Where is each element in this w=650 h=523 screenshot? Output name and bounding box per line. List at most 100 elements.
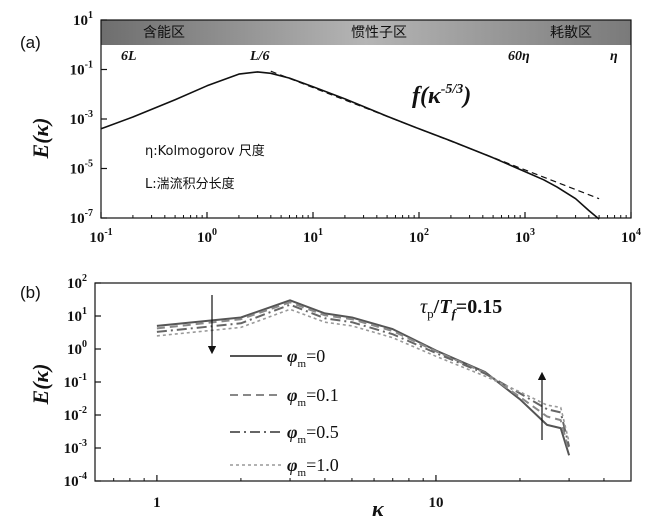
scale-mark-L6: L/6: [249, 49, 269, 64]
xtick-label-b-1: 10: [428, 495, 443, 511]
panel-a-label: (a): [20, 33, 41, 52]
band-label-energy: 含能区: [143, 25, 185, 41]
legend-label-1: φm=0.1: [287, 385, 339, 409]
slope-label-main: f(κ: [412, 83, 442, 109]
ytick-label-a-3: 10-1: [70, 60, 93, 79]
ytick-exp-b-4: 0: [82, 339, 87, 350]
ytick-base-b-2: 10: [64, 408, 79, 424]
ylabel-b-close: ): [28, 364, 53, 373]
legend-value-2: =0.5: [306, 422, 339, 442]
ytick-base-a-3: 10: [70, 63, 85, 79]
panel-a: (a) 含能区 惯性子区 耗散区 6L L/6 60η η 10-710-510…: [20, 10, 641, 246]
xtick-exp-a-4: 3: [530, 227, 535, 238]
ylabel-a-close: ): [28, 118, 53, 127]
legend-value-0: =0: [306, 346, 325, 366]
ytick-label-b-6: 102: [67, 273, 87, 292]
ytick-label-a-2: 10-3: [70, 109, 93, 128]
xtick-label-a-5: 104: [621, 227, 641, 246]
scale-mark-6L: 6L: [121, 49, 137, 64]
series-lines-b: [156, 299, 571, 456]
xtick-label-a-1: 100: [197, 227, 217, 246]
series-lines-a: [100, 70, 600, 220]
ytick-base-b-0: 10: [64, 474, 79, 490]
legend-sub-3: m: [298, 467, 307, 479]
xtick-base-a-2: 10: [303, 230, 318, 246]
ylabel-a-var: κ: [28, 123, 53, 136]
ytick-base-b-1: 10: [64, 441, 79, 457]
xtick-base-a-5: 10: [621, 230, 636, 246]
ylabel-a-main: E(: [28, 135, 53, 160]
legend-label-0: φm=0: [287, 346, 325, 370]
xlabel-b: κ: [372, 496, 385, 521]
annotation-eta: η:Kolmogorov 尺度: [145, 143, 265, 159]
stokes-label: τp/Tf=0.15: [420, 296, 502, 321]
ytick-exp-a-4: 1: [88, 10, 93, 21]
series-line-b-2: [156, 303, 571, 447]
stokes-tau: τ: [420, 296, 428, 318]
ytick-label-a-1: 10-5: [70, 159, 93, 178]
xtick-base-a-0: 10: [89, 230, 104, 246]
slope-label-close: ): [461, 83, 471, 109]
legend-value-1: =0.1: [306, 385, 339, 405]
ytick-base-a-0: 10: [70, 211, 85, 227]
ytick-base-b-4: 10: [67, 342, 82, 358]
ylabel-b-main: E(: [28, 381, 53, 406]
ytick-label-b-2: 10-2: [64, 405, 87, 424]
ytick-exp-b-6: 2: [82, 273, 87, 284]
xtick-exp-a-1: 0: [212, 227, 217, 238]
ytick-base-a-2: 10: [70, 112, 85, 128]
annotation-L: L:湍流积分长度: [145, 176, 235, 192]
ylabel-b: E(κ): [28, 364, 53, 406]
ytick-exp-b-2: -2: [79, 405, 87, 416]
legend-phi-2: φ: [287, 422, 298, 442]
legend-phi-0: φ: [287, 346, 298, 366]
ylabel-b-var: κ: [28, 369, 53, 382]
panel-b-label: (b): [20, 283, 41, 302]
ytick-exp-b-0: -4: [79, 471, 87, 482]
ytick-label-b-3: 10-1: [64, 372, 87, 391]
legend-phi-3: φ: [287, 455, 298, 475]
ytick-base-b-5: 10: [67, 309, 82, 325]
ytick-exp-a-1: -5: [85, 159, 93, 170]
legend: φm=0 φm=0.1 φm=0.5 φm=1.0: [230, 346, 339, 479]
ytick-exp-a-3: -1: [85, 60, 93, 71]
xtick-label-a-3: 102: [409, 227, 429, 246]
ylabel-a: E(κ): [28, 118, 53, 160]
xtick-exp-a-2: 1: [318, 227, 323, 238]
ytick-label-a-4: 101: [73, 10, 93, 29]
ytick-exp-b-3: -1: [79, 372, 87, 383]
ytick-exp-a-2: -3: [85, 109, 93, 120]
series-line-a-1: [270, 70, 600, 200]
ytick-base-a-1: 10: [70, 162, 85, 178]
ytick-exp-a-0: -7: [85, 208, 93, 219]
xtick-label-a-0: 10-1: [89, 227, 112, 246]
ytick-exp-b-5: 1: [82, 306, 87, 317]
xtick-exp-a-0: -1: [104, 227, 112, 238]
series-line-b-3: [156, 308, 570, 443]
ytick-base-a-4: 10: [73, 13, 88, 29]
ytick-label-a-0: 10-7: [70, 208, 93, 227]
legend-phi-1: φ: [287, 385, 298, 405]
xtick-base-a-3: 10: [409, 230, 424, 246]
stokes-sub-p: p: [427, 306, 434, 321]
xtick-label-a-4: 103: [515, 227, 535, 246]
stokes-T: T: [439, 296, 452, 318]
stokes-value: =0.15: [456, 296, 502, 318]
legend-sub-0: m: [298, 358, 307, 370]
legend-sub-2: m: [298, 434, 307, 446]
slope-label: f(κ-5/3): [412, 82, 471, 109]
xtick-label-a-2: 101: [303, 227, 323, 246]
legend-label-2: φm=0.5: [287, 422, 339, 446]
ytick-label-b-0: 10-4: [64, 471, 87, 490]
xtick-base-a-1: 10: [197, 230, 212, 246]
xtick-exp-a-3: 2: [424, 227, 429, 238]
slope-label-exp: -5/3: [441, 82, 464, 97]
ytick-exp-b-1: -3: [79, 438, 87, 449]
stokes-slash: /: [433, 296, 440, 318]
ytick-base-b-6: 10: [67, 276, 82, 292]
series-line-b-0: [156, 299, 571, 456]
ytick-label-b-4: 100: [67, 339, 87, 358]
